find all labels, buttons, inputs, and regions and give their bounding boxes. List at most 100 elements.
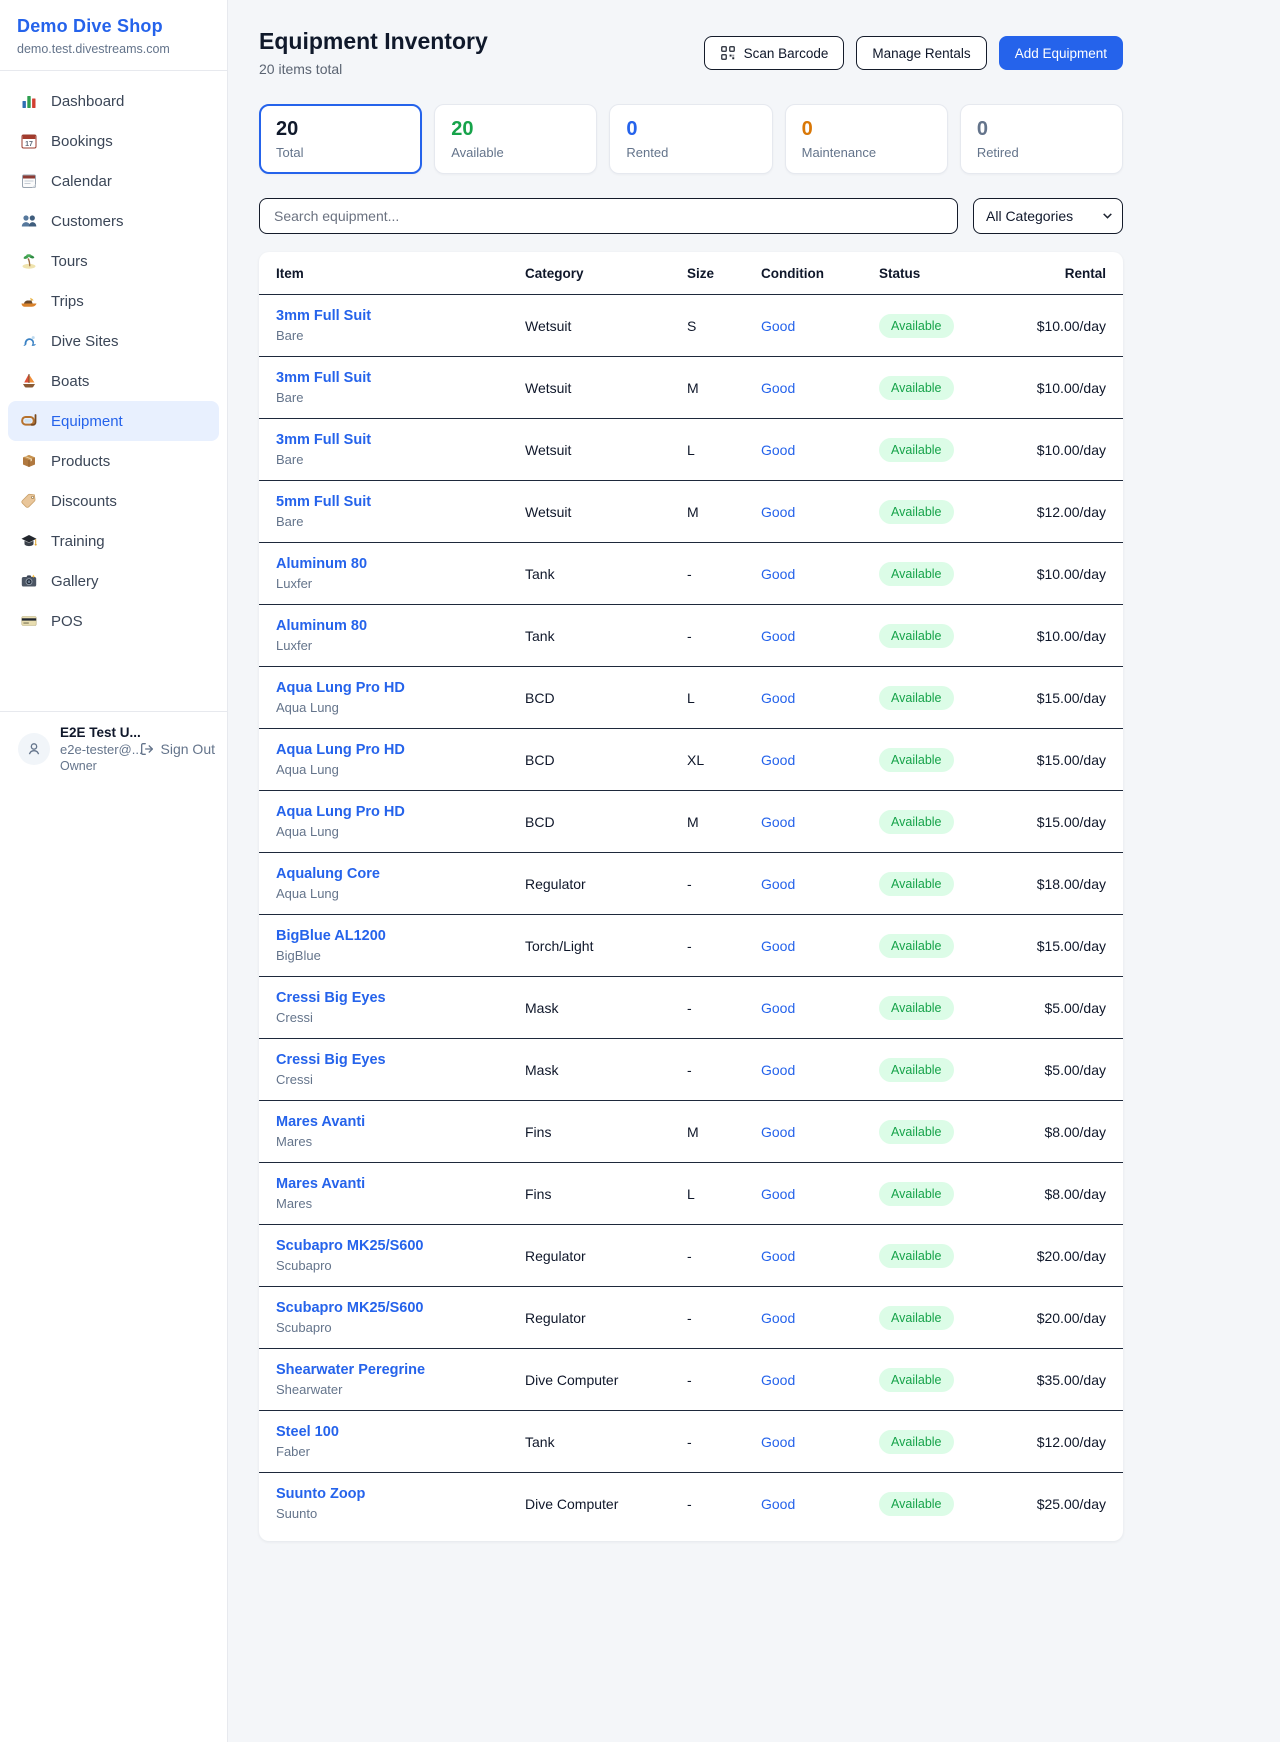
item-name-link[interactable]: Cressi Big Eyes	[276, 1052, 386, 1068]
sidebar-item-calendar[interactable]: Calendar	[8, 161, 219, 201]
table-row: Aluminum 80 Luxfer Tank - Good Available $10.0…	[259, 542, 1123, 605]
sidebar-item-dashboard[interactable]: Dashboard	[8, 81, 219, 121]
stat-card-total[interactable]: 20 Total	[259, 104, 423, 174]
brand-link[interactable]: Demo Dive Shop	[17, 16, 163, 36]
item-name-link[interactable]: Scubapro MK25/S600	[276, 1238, 424, 1254]
stat-card-maintenance[interactable]: 0 Maintenance	[784, 104, 948, 174]
item-name-link[interactable]: Aqualung Core	[276, 866, 380, 882]
item-name-link[interactable]: 3mm Full Suit	[276, 370, 372, 386]
condition-link[interactable]: Good	[761, 1247, 796, 1264]
sidebar-item-products[interactable]: Products	[8, 441, 219, 481]
size-cell: -	[687, 604, 761, 667]
condition-link[interactable]: Good	[761, 441, 796, 458]
manage-rentals-button[interactable]: Manage Rentals	[856, 36, 987, 70]
item-name-link[interactable]: 3mm Full Suit	[276, 432, 372, 448]
stat-card-rented[interactable]: 0 Rented	[609, 104, 773, 174]
item-name-link[interactable]: 5mm Full Suit	[276, 494, 372, 510]
condition-link[interactable]: Good	[761, 875, 796, 892]
equipment-mask-icon	[20, 412, 38, 430]
size-cell: -	[687, 852, 761, 915]
condition-link[interactable]: Good	[761, 1309, 796, 1326]
item-cell: Steel 100 Faber	[259, 1410, 525, 1473]
condition-link[interactable]: Good	[761, 999, 796, 1016]
item-name-link[interactable]: Aqua Lung Pro HD	[276, 742, 405, 758]
item-name-link[interactable]: Mares Avanti	[276, 1176, 366, 1192]
condition-link[interactable]: Good	[761, 1371, 796, 1388]
stat-card-retired[interactable]: 0 Retired	[959, 104, 1124, 174]
item-name-link[interactable]: Suunto Zoop	[276, 1486, 366, 1503]
item-name-link[interactable]: Aluminum 80	[276, 618, 368, 634]
sidebar-item-bookings[interactable]: 17 Bookings	[8, 121, 219, 161]
condition-link[interactable]: Good	[761, 751, 796, 768]
rental-cell: $10.00/day	[1022, 542, 1123, 605]
item-name-link[interactable]: BigBlue AL1200	[276, 928, 386, 944]
add-equipment-button[interactable]: Add Equipment	[998, 36, 1123, 70]
status-badge: Available	[879, 1367, 954, 1392]
status-badge: Available	[879, 499, 954, 524]
search-input[interactable]	[259, 198, 958, 234]
condition-cell: Good	[761, 1100, 879, 1163]
stat-label: Retired	[976, 145, 1019, 160]
item-name-link[interactable]: Aqua Lung Pro HD	[276, 804, 405, 820]
sign-out-button[interactable]: Sign Out	[139, 741, 215, 757]
condition-link[interactable]: Good	[761, 1495, 796, 1512]
scan-barcode-button[interactable]: Scan Barcode	[703, 36, 845, 70]
condition-link[interactable]: Good	[761, 503, 796, 520]
category-select[interactable]: All Categories	[973, 198, 1123, 234]
category-cell: Torch/Light	[525, 914, 687, 977]
sidebar-item-trips[interactable]: Trips	[8, 281, 219, 321]
item-cell: 5mm Full Suit Bare	[259, 480, 525, 543]
condition-link[interactable]: Good	[761, 1061, 796, 1078]
sidebar-item-tours[interactable]: Tours	[8, 241, 219, 281]
avatar	[18, 733, 50, 765]
sidebar-item-training[interactable]: Training	[8, 521, 219, 561]
item-name-link[interactable]: Aqua Lung Pro HD	[276, 680, 405, 696]
table-row: 3mm Full Suit Bare Wetsuit S Good Available $1…	[259, 294, 1123, 357]
size-cell: -	[687, 1286, 761, 1349]
sidebar-item-pos[interactable]: POS	[8, 601, 219, 641]
status-badge: Available	[879, 685, 954, 710]
item-brand: BigBlue	[276, 948, 321, 963]
sidebar-item-gallery[interactable]: Gallery	[8, 561, 219, 601]
condition-link[interactable]: Good	[761, 1123, 796, 1140]
item-name-link[interactable]: Scubapro MK25/S600	[276, 1300, 424, 1316]
item-name-link[interactable]: 3mm Full Suit	[276, 308, 372, 324]
sidebar-item-label: Training	[51, 532, 105, 550]
item-name-link[interactable]: Shearwater Peregrine	[276, 1362, 426, 1378]
status-badge: Available	[879, 1119, 954, 1144]
sidebar-item-boats[interactable]: Boats	[8, 361, 219, 401]
sidebar-item-equipment[interactable]: Equipment	[8, 401, 219, 441]
item-cell: Aqua Lung Pro HD Aqua Lung	[259, 728, 525, 791]
condition-link[interactable]: Good	[761, 379, 796, 396]
boats-sailboat-icon	[20, 372, 38, 390]
condition-cell: Good	[761, 418, 879, 481]
stat-card-available[interactable]: 20 Available	[434, 104, 598, 174]
trips-boat-icon	[20, 292, 38, 310]
condition-cell: Good	[761, 1038, 879, 1101]
condition-link[interactable]: Good	[761, 627, 796, 644]
category-cell: Fins	[525, 1162, 687, 1225]
condition-link[interactable]: Good	[761, 813, 796, 830]
sidebar-item-discounts[interactable]: Discounts	[8, 481, 219, 521]
item-cell: BigBlue AL1200 BigBlue	[259, 914, 525, 977]
sidebar-item-customers[interactable]: Customers	[8, 201, 219, 241]
table-row: Cressi Big Eyes Cressi Mask - Good Available $…	[259, 1038, 1123, 1101]
table-row: Mares Avanti Mares Fins L Good Available $8.00…	[259, 1162, 1123, 1225]
condition-link[interactable]: Good	[761, 689, 796, 706]
condition-link[interactable]: Good	[761, 317, 796, 334]
item-name-link[interactable]: Mares Avanti	[276, 1114, 366, 1130]
size-cell: -	[687, 976, 761, 1039]
status-cell: Available	[879, 1100, 1022, 1163]
sidebar-item-dive-sites[interactable]: Dive Sites	[8, 321, 219, 361]
item-name-link[interactable]: Cressi Big Eyes	[276, 990, 386, 1006]
condition-cell: Good	[761, 1162, 879, 1225]
item-name-link[interactable]: Steel 100	[276, 1424, 339, 1440]
condition-link[interactable]: Good	[761, 937, 796, 954]
condition-link[interactable]: Good	[761, 1185, 796, 1202]
item-brand: Bare	[276, 514, 304, 529]
condition-link[interactable]: Good	[761, 1433, 796, 1450]
rental-cell: $8.00/day	[1022, 1100, 1123, 1163]
item-name-link[interactable]: Aluminum 80	[276, 556, 368, 572]
condition-link[interactable]: Good	[761, 565, 796, 582]
status-cell: Available	[879, 1286, 1022, 1349]
